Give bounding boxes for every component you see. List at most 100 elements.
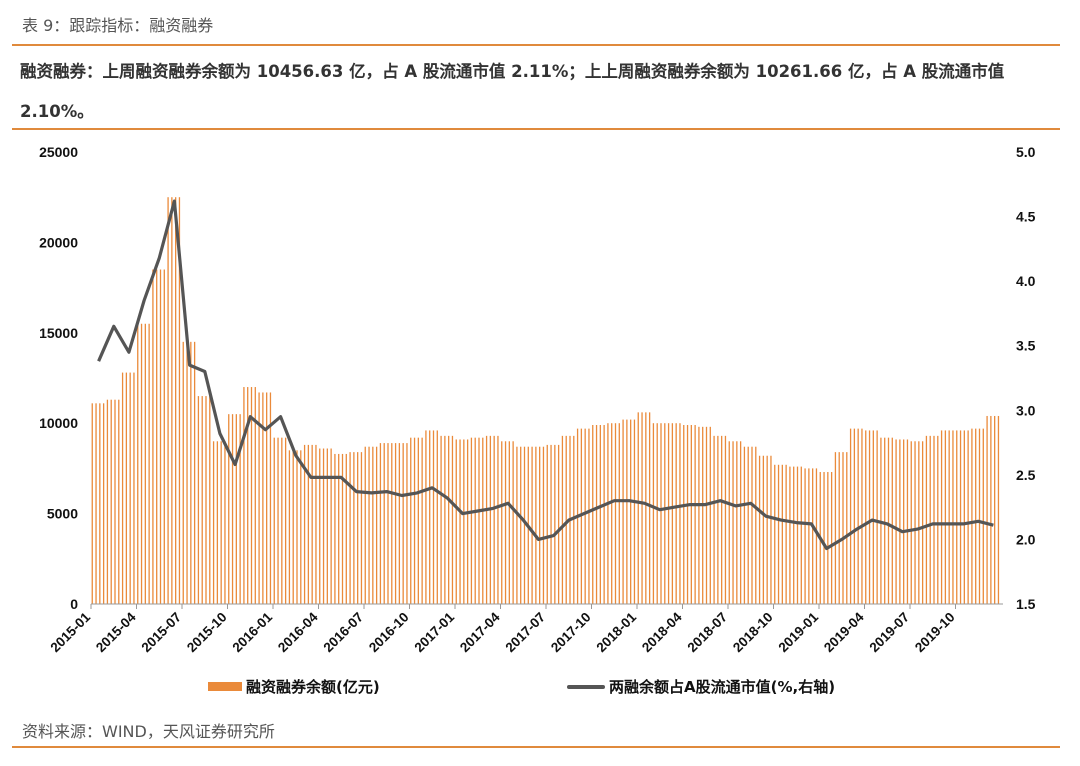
bar [137,323,139,604]
bar [110,399,112,604]
x-tick-label: 2019-04 [821,609,867,655]
bar [235,414,237,604]
bar [148,323,150,604]
bar [262,392,264,604]
bar [175,197,177,604]
bar [827,472,829,604]
bar [975,428,977,604]
bar [455,439,457,604]
bar [121,372,124,604]
bar [133,372,135,604]
bar [451,435,454,604]
bar [159,269,162,604]
bar [645,412,647,604]
bar [849,428,852,604]
bar [702,426,704,604]
bar [611,423,613,604]
legend-bar-swatch [208,682,242,691]
bar [474,437,476,604]
bar [588,428,590,604]
bar [258,392,260,604]
bar [315,444,317,604]
x-tick-label: 2019-01 [775,609,821,655]
bar [641,412,643,604]
bar [793,466,795,604]
bar [375,446,378,604]
bar [485,435,488,604]
bar [243,387,245,604]
bar [940,430,943,604]
bar [504,441,507,604]
bar [694,425,696,604]
bar [648,412,651,604]
bar [743,446,746,604]
bar [921,441,924,604]
bar [425,430,427,604]
bar [440,435,442,604]
bar [269,392,272,604]
bar [808,468,810,604]
left-axis-ticks: 0 5000 10000 15000 20000 25000 [39,144,78,612]
summary-text: 融资融券：上周融资融券余额为 10456.63 亿，占 A 股流通市值 2.11… [20,62,1005,121]
x-tick-label: 2015-01 [47,609,93,655]
bar [990,415,992,604]
bar [755,446,757,604]
bar [747,446,749,604]
bar [482,437,484,604]
bar [994,415,996,604]
bar [254,387,256,604]
bar [459,439,461,604]
bar [561,435,564,604]
x-tick-label: 2019-07 [866,610,912,656]
left-tick-label: 10000 [39,415,78,431]
bar [929,435,931,604]
bar [709,426,711,604]
bar [383,443,385,604]
legend-line: 两融余额占A股流通市值(%,右轴) [567,676,835,697]
bar [463,439,465,604]
bar [326,448,328,604]
bar [349,452,351,604]
bar [573,435,575,604]
bar [209,396,211,604]
bar [398,443,401,604]
bar [224,441,226,604]
bar [952,430,954,604]
bar [501,441,503,604]
bar [410,437,412,604]
bar [622,419,624,604]
bar [739,441,742,604]
bar [345,453,347,604]
bar [523,446,526,604]
bar [876,430,878,604]
bar [266,392,268,604]
bar [679,423,681,604]
bar [554,444,556,604]
bar [106,399,109,604]
x-tick-label: 2017-07 [502,610,548,656]
bar [914,441,916,604]
bar [102,403,105,604]
bar [842,452,844,604]
bar [838,452,840,604]
legend-bar-label: 融资融券余额(亿元) [246,678,380,696]
bar [391,443,393,604]
bar [967,430,969,604]
bar [978,428,981,604]
bar [489,435,492,604]
bar [300,450,302,604]
bar [319,448,321,604]
bar [512,441,514,604]
bar [834,452,837,604]
bar [758,455,761,604]
summary-rule [12,128,1060,130]
right-tick-label: 3.5 [1016,338,1036,354]
top-rule [12,44,1060,46]
bar [303,444,306,604]
bar [444,435,446,604]
bar [770,455,772,604]
bar [971,428,973,604]
left-tick-label: 25000 [39,144,78,160]
bar [785,464,787,604]
bar [721,435,723,604]
